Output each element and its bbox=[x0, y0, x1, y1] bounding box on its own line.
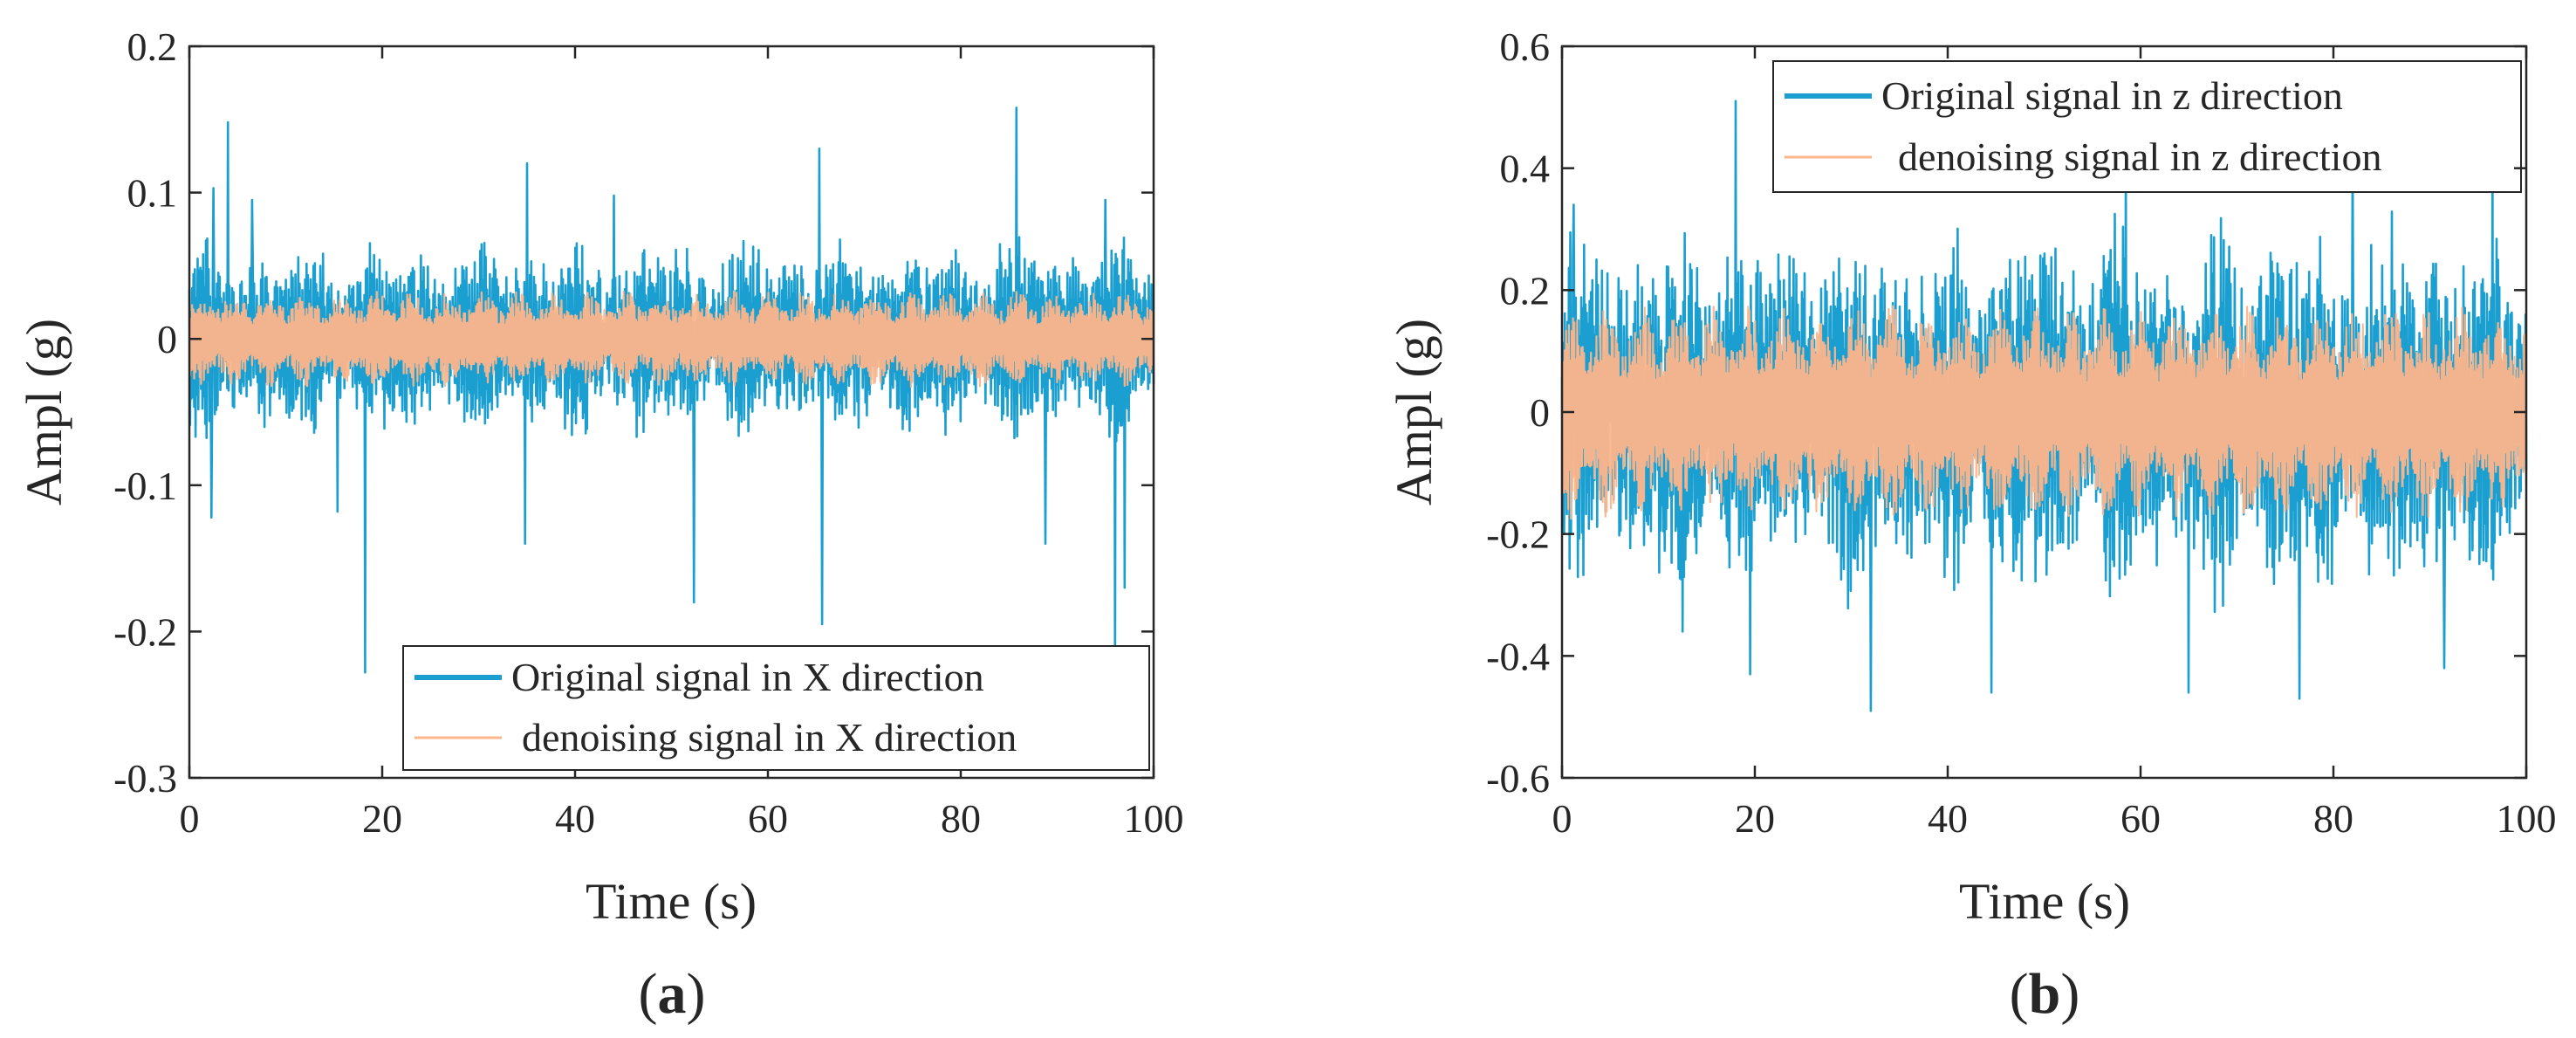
x-tick-label: 100 bbox=[2497, 796, 2557, 841]
chart-panel-a: 0.2 0.1 0 -0.1 -0.2 -0.3 0 20 40 60 80 100 Time (s… bbox=[16, 24, 1184, 1026]
series-line-denoising bbox=[188, 290, 1155, 388]
y-tick-label: 0.2 bbox=[1500, 268, 1551, 313]
series-line-denoising bbox=[1560, 305, 2528, 520]
y-tick-label: 0.4 bbox=[1500, 147, 1551, 191]
y-tick-label: 0 bbox=[1530, 390, 1550, 435]
x-tick-label: 0 bbox=[180, 796, 200, 841]
y-tick-label: -0.2 bbox=[1486, 512, 1550, 557]
panel-label-a: (a) bbox=[639, 962, 706, 1026]
x-tick-label: 40 bbox=[555, 796, 595, 841]
chart-panel-b: Original signal in z direction denoising… bbox=[1386, 24, 2557, 1026]
legend-label-denoising-z: denoising signal in z direction bbox=[1898, 134, 2381, 179]
x-tick-label: 0 bbox=[1552, 796, 1572, 841]
y-tick-label: -0.1 bbox=[113, 464, 177, 508]
series-denoising-z bbox=[1560, 305, 2528, 520]
y-ticks-a: 0.2 0.1 0 -0.1 -0.2 -0.3 bbox=[113, 24, 1154, 801]
y-tick-label: 0.1 bbox=[127, 171, 178, 216]
x-tick-label: 60 bbox=[2120, 796, 2161, 841]
legend-box-b bbox=[1772, 60, 2522, 193]
legend-label-original-z: Original signal in z direction bbox=[1881, 73, 2343, 118]
legend-box-a bbox=[402, 645, 1150, 771]
x-tick-label: 80 bbox=[941, 796, 981, 841]
x-axis-label-a: Time (s) bbox=[586, 873, 757, 930]
legend-label-original-x: Original signal in X direction bbox=[511, 655, 984, 699]
y-axis-label-a: Ampl (g) bbox=[16, 319, 72, 505]
panel-letter-a: a bbox=[658, 962, 687, 1026]
x-tick-label: 100 bbox=[1124, 796, 1184, 841]
y-tick-label: 0.2 bbox=[127, 24, 178, 69]
y-tick-label: -0.3 bbox=[113, 756, 177, 801]
x-ticks-a: 0 20 40 60 80 100 bbox=[180, 46, 1184, 841]
x-tick-label: 80 bbox=[2313, 796, 2353, 841]
x-ticks-b: 0 20 40 60 80 100 bbox=[1552, 46, 2557, 841]
x-tick-label: 40 bbox=[1928, 796, 1968, 841]
panel-letter-b: b bbox=[2029, 962, 2061, 1026]
y-axis-label-b: Ampl (g) bbox=[1386, 319, 1442, 505]
y-tick-label: 0.6 bbox=[1500, 24, 1551, 69]
x-tick-label: 20 bbox=[1735, 796, 1775, 841]
y-tick-label: -0.2 bbox=[113, 609, 177, 654]
x-tick-label: 60 bbox=[748, 796, 788, 841]
y-tick-label: -0.6 bbox=[1486, 756, 1550, 801]
y-ticks-b: 0.6 0.4 0.2 0 -0.2 -0.4 -0.6 bbox=[1486, 24, 2526, 801]
series-denoising-x bbox=[188, 290, 1155, 388]
legend-a: Original signal in X direction denoising… bbox=[402, 645, 1150, 771]
y-tick-label: 0 bbox=[157, 317, 177, 361]
x-axis-label-b: Time (s) bbox=[1959, 873, 2130, 930]
legend-label-denoising-x: denoising signal in X direction bbox=[522, 715, 1017, 760]
plot-frame-a bbox=[188, 45, 1155, 780]
legend-b: Original signal in z direction denoising… bbox=[1772, 60, 2522, 193]
x-tick-label: 20 bbox=[362, 796, 402, 841]
y-tick-label: -0.4 bbox=[1486, 634, 1550, 678]
panel-label-b: (b) bbox=[2010, 962, 2080, 1026]
